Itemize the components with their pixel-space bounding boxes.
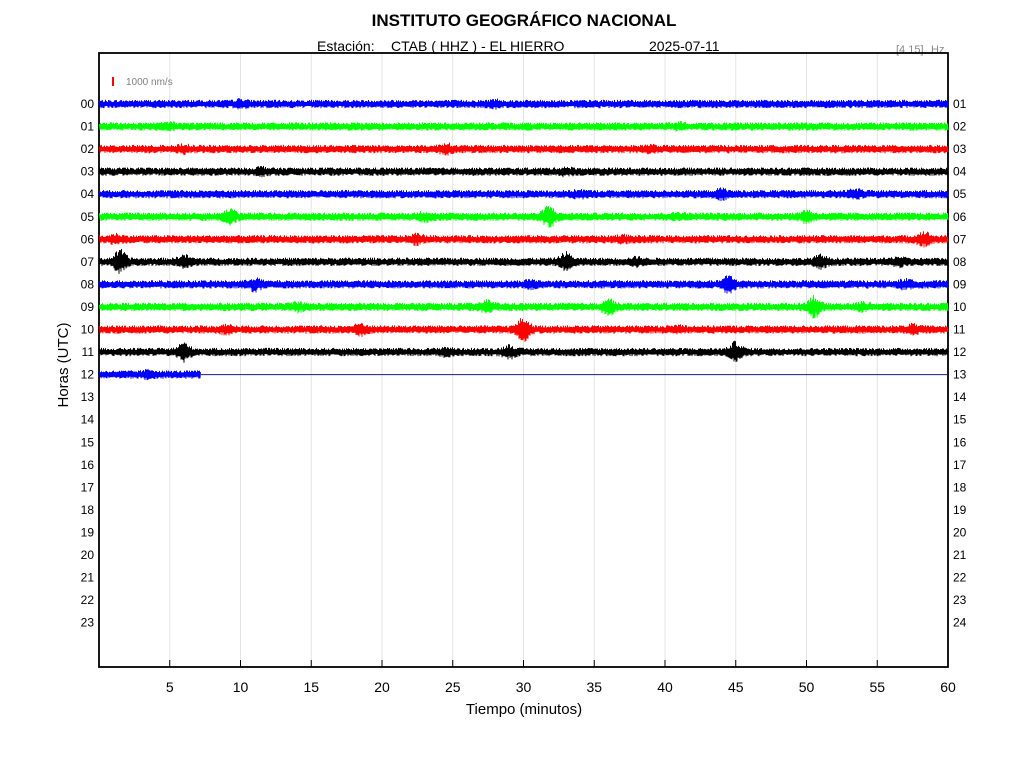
hour-label-left: 12 xyxy=(81,368,95,382)
hour-label-left: 16 xyxy=(81,458,95,472)
hour-label-right: 16 xyxy=(953,435,967,449)
x-tick-label: 5 xyxy=(166,679,174,695)
hour-label-right: 13 xyxy=(953,368,967,382)
trace-hour-10 xyxy=(99,318,949,342)
hour-label-right: 03 xyxy=(953,142,967,156)
hour-label-right: 04 xyxy=(953,165,967,179)
hour-label-left: 06 xyxy=(81,232,95,246)
x-tick-label: 45 xyxy=(728,679,744,695)
hour-label-left: 07 xyxy=(81,255,95,269)
trace-hour-6 xyxy=(99,231,949,248)
y-axis-label: Horas (UTC) xyxy=(55,322,72,407)
x-tick-label: 40 xyxy=(657,679,673,695)
x-tick-label: 60 xyxy=(940,679,956,695)
hour-label-right: 17 xyxy=(953,458,967,472)
hour-labels: 00 01 01 02 02 03 03 04 04 05 05 06 06 07 07 08 08 09 09 10… xyxy=(81,97,967,630)
trace-hour-2 xyxy=(99,142,949,156)
station-name: CTAB ( HHZ ) - EL HIERRO xyxy=(391,38,565,54)
scale-label: 1000 nm/s xyxy=(126,77,173,88)
hour-label-left: 08 xyxy=(81,277,95,291)
trace-hour-1 xyxy=(99,121,949,132)
hour-label-left: 09 xyxy=(81,300,95,314)
hour-label-right: 23 xyxy=(953,593,967,607)
hour-label-right: 09 xyxy=(953,277,967,291)
station-label: Estación: xyxy=(317,38,375,54)
trace-hour-4 xyxy=(99,187,949,202)
x-tick-label: 30 xyxy=(516,679,532,695)
hour-label-right: 08 xyxy=(953,255,967,269)
hour-label-right: 19 xyxy=(953,503,967,517)
hour-label-right: 12 xyxy=(953,345,967,359)
seismic-traces xyxy=(99,98,949,381)
hour-label-left: 03 xyxy=(81,165,95,179)
x-tick-label: 25 xyxy=(445,679,461,695)
hour-label-right: 06 xyxy=(953,210,967,224)
date-label: 2025-07-11 xyxy=(649,38,720,54)
trace-hour-0 xyxy=(99,98,949,110)
trace-hour-3 xyxy=(99,165,949,178)
hour-label-right: 02 xyxy=(953,120,967,134)
frequency-band: [4 15] xyxy=(896,44,924,56)
hour-label-right: 14 xyxy=(953,390,967,404)
hour-label-left: 00 xyxy=(81,97,95,111)
trace-hour-11 xyxy=(99,340,949,363)
hour-label-right: 18 xyxy=(953,480,967,494)
hour-label-right: 10 xyxy=(953,300,967,314)
x-axis-label: Tiempo (minutos) xyxy=(466,701,582,718)
hour-label-left: 17 xyxy=(81,480,95,494)
hour-label-left: 13 xyxy=(81,390,95,404)
x-tick-label: 55 xyxy=(869,679,885,695)
hour-label-right: 07 xyxy=(953,232,967,246)
hour-label-left: 18 xyxy=(81,503,95,517)
x-tick-label: 35 xyxy=(586,679,602,695)
x-tick-label: 20 xyxy=(374,679,390,695)
hour-label-left: 01 xyxy=(81,120,95,134)
hour-label-left: 20 xyxy=(81,548,95,562)
hour-label-left: 10 xyxy=(81,323,95,337)
x-tick-label: 50 xyxy=(799,679,815,695)
hour-label-right: 05 xyxy=(953,187,967,201)
x-axis-ticks: 5 10 15 20 25 30 35 40 45 50 55 60 xyxy=(166,660,956,695)
hour-label-right: 15 xyxy=(953,413,967,427)
hour-label-left: 22 xyxy=(81,593,95,607)
hour-label-right: 01 xyxy=(953,97,967,111)
x-tick-label: 10 xyxy=(233,679,249,695)
hour-label-left: 11 xyxy=(82,345,95,359)
hour-label-right: 22 xyxy=(953,571,967,585)
trace-hour-8 xyxy=(99,275,949,294)
trace-hour-12 xyxy=(99,369,201,381)
hour-label-left: 04 xyxy=(81,187,95,201)
scale-bar xyxy=(112,77,114,86)
hour-label-right: 24 xyxy=(953,616,967,630)
hour-label-right: 21 xyxy=(953,548,967,562)
hour-label-left: 23 xyxy=(81,616,95,630)
hour-label-left: 19 xyxy=(81,525,95,539)
trace-hour-9 xyxy=(99,295,949,319)
hour-label-left: 14 xyxy=(81,413,95,427)
hour-label-left: 21 xyxy=(81,571,95,585)
trace-hour-7 xyxy=(99,248,949,274)
x-tick-label: 15 xyxy=(303,679,319,695)
hour-label-right: 11 xyxy=(953,323,966,337)
hour-label-right: 20 xyxy=(953,525,967,539)
trace-hour-5 xyxy=(99,205,949,228)
hour-label-left: 15 xyxy=(81,435,95,449)
frequency-unit: Hz xyxy=(931,44,944,56)
hour-label-left: 02 xyxy=(81,142,95,156)
page-title: INSTITUTO GEOGRÁFICO NACIONAL xyxy=(372,11,677,30)
hour-label-left: 05 xyxy=(81,210,95,224)
